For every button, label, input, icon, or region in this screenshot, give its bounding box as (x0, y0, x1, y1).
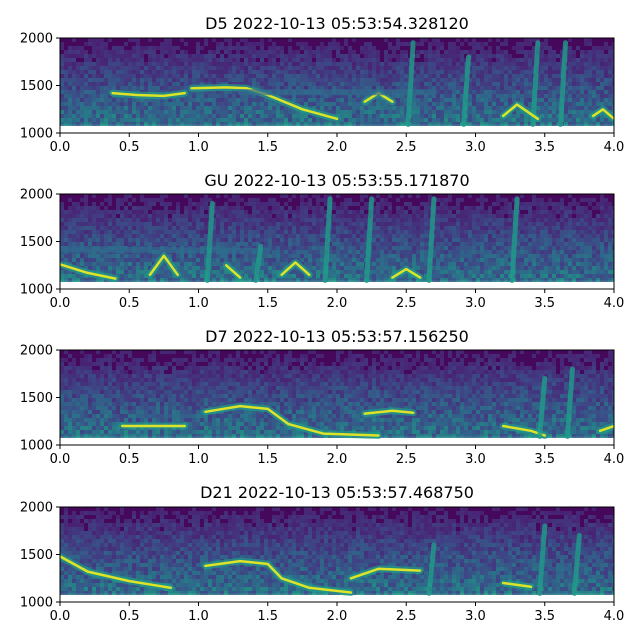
x-tick-label: 3.0 (465, 452, 486, 467)
x-tick-label: 2.5 (396, 609, 417, 624)
spectrogram-panel-d7: D7 2022-10-13 05:53:57.156250 0.0 0.5 1.0 1… (20, 327, 624, 467)
x-tick-label: 2.0 (327, 296, 348, 311)
x-tick-label: 0.0 (50, 452, 71, 467)
spectrogram-feature-core (111, 91, 186, 98)
y-tick-label: 1000 (20, 439, 53, 454)
spectrogram-panel-d5: D5 2022-10-13 05:53:54.328120 0.0 0.5 1.0 1… (20, 14, 624, 155)
spectrogram-click (509, 196, 520, 283)
spectrogram-feature (60, 246, 271, 254)
panel-title: D21 2022-10-13 05:53:57.468750 (200, 483, 474, 502)
spectrogram-click (426, 542, 437, 596)
panel-title: D5 2022-10-13 05:53:54.328120 (205, 14, 469, 33)
spectrogram-feature-core (363, 409, 415, 415)
x-tick-label: 0.0 (50, 140, 71, 155)
spectrogram-click (558, 40, 569, 127)
y-tick-label: 1500 (20, 548, 53, 563)
spectrogram-feature-core (501, 103, 540, 121)
x-tick-label: 3.0 (465, 296, 486, 311)
x-tick-label: 4.0 (604, 609, 625, 624)
spectrogram-image (60, 507, 614, 596)
spectrogram-click (461, 54, 472, 127)
x-tick-label: 3.5 (534, 609, 555, 624)
spectrogram-feature-core (224, 264, 242, 279)
spectrogram-feature-core (501, 581, 533, 589)
y-tick-label: 1000 (20, 596, 53, 611)
spectrogram-feature-core (391, 267, 422, 279)
x-tick-label: 1.0 (188, 609, 209, 624)
spectrogram-click (253, 243, 264, 283)
spectrogram-click (537, 376, 548, 439)
y-tick-label: 2000 (20, 344, 53, 359)
spectrogram-feature-core (598, 424, 614, 433)
spectrogram-click (364, 196, 375, 283)
y-tick-label: 2000 (20, 32, 53, 47)
x-tick-label: 2.0 (327, 452, 348, 467)
spectrogram-image (60, 194, 614, 283)
y-tick-label: 1500 (20, 79, 53, 94)
spectrogram-click (530, 40, 541, 127)
spectrogram-click (204, 201, 215, 283)
x-tick-label: 4.0 (604, 452, 625, 467)
x-tick-label: 0.5 (119, 452, 140, 467)
spectrogram-click (564, 366, 575, 439)
spectrogram-click (405, 40, 416, 127)
spectrogram-feature-core (204, 559, 353, 594)
x-tick-label: 3.0 (465, 140, 486, 155)
spectrogram-image (60, 38, 614, 127)
x-tick-label: 3.5 (534, 296, 555, 311)
x-tick-label: 1.5 (257, 452, 278, 467)
x-tick-label: 2.5 (396, 140, 417, 155)
x-tick-label: 1.0 (188, 296, 209, 311)
x-tick-label: 2.5 (396, 452, 417, 467)
panel-title: D7 2022-10-13 05:53:57.156250 (205, 327, 469, 346)
x-tick-label: 1.0 (188, 140, 209, 155)
x-tick-label: 3.5 (534, 140, 555, 155)
x-tick-label: 2.0 (327, 609, 348, 624)
x-tick-label: 3.5 (534, 452, 555, 467)
x-tick-label: 2.5 (396, 296, 417, 311)
spectrogram-click (322, 196, 333, 283)
spectrogram-feature-core (60, 263, 117, 280)
x-tick-label: 0.5 (119, 296, 140, 311)
x-tick-label: 1.5 (257, 296, 278, 311)
x-tick-label: 0.0 (50, 296, 71, 311)
y-tick-label: 1000 (20, 283, 53, 298)
x-tick-label: 0.0 (50, 609, 71, 624)
spectrogram-feature-core (280, 261, 311, 277)
y-tick-label: 1500 (20, 235, 53, 250)
spectrogram-feature-core (204, 404, 380, 437)
spectrogram-feature-core (349, 567, 422, 580)
spectrogram-click (537, 523, 548, 596)
x-tick-label: 1.5 (257, 609, 278, 624)
spectrogram-panel-gu: GU 2022-10-13 05:53:55.171870 0.0 0.5 1.0 1… (20, 171, 624, 311)
x-tick-label: 4.0 (604, 296, 625, 311)
x-tick-label: 2.0 (327, 140, 348, 155)
y-tick-label: 2000 (20, 188, 53, 203)
x-tick-label: 3.0 (465, 609, 486, 624)
panel-title: GU 2022-10-13 05:53:55.171870 (204, 171, 469, 190)
y-tick-label: 2000 (20, 501, 53, 516)
y-tick-label: 1500 (20, 391, 53, 406)
spectrogram-click (571, 533, 582, 596)
x-tick-label: 0.5 (119, 140, 140, 155)
x-tick-label: 1.0 (188, 452, 209, 467)
spectrogram-feature-core (60, 555, 173, 590)
spectrogram-click (426, 196, 437, 283)
y-tick-label: 1000 (20, 127, 53, 142)
x-tick-label: 4.0 (604, 140, 625, 155)
spectrogram-feature-core (148, 254, 179, 277)
x-tick-label: 1.5 (257, 140, 278, 155)
spectrogram-feature-core (591, 108, 614, 121)
x-tick-label: 0.5 (119, 609, 140, 624)
spectrogram-image (60, 350, 614, 439)
spectrogram-panel-d21: D21 2022-10-13 05:53:57.468750 0.0 0.5 1.0… (20, 483, 624, 624)
